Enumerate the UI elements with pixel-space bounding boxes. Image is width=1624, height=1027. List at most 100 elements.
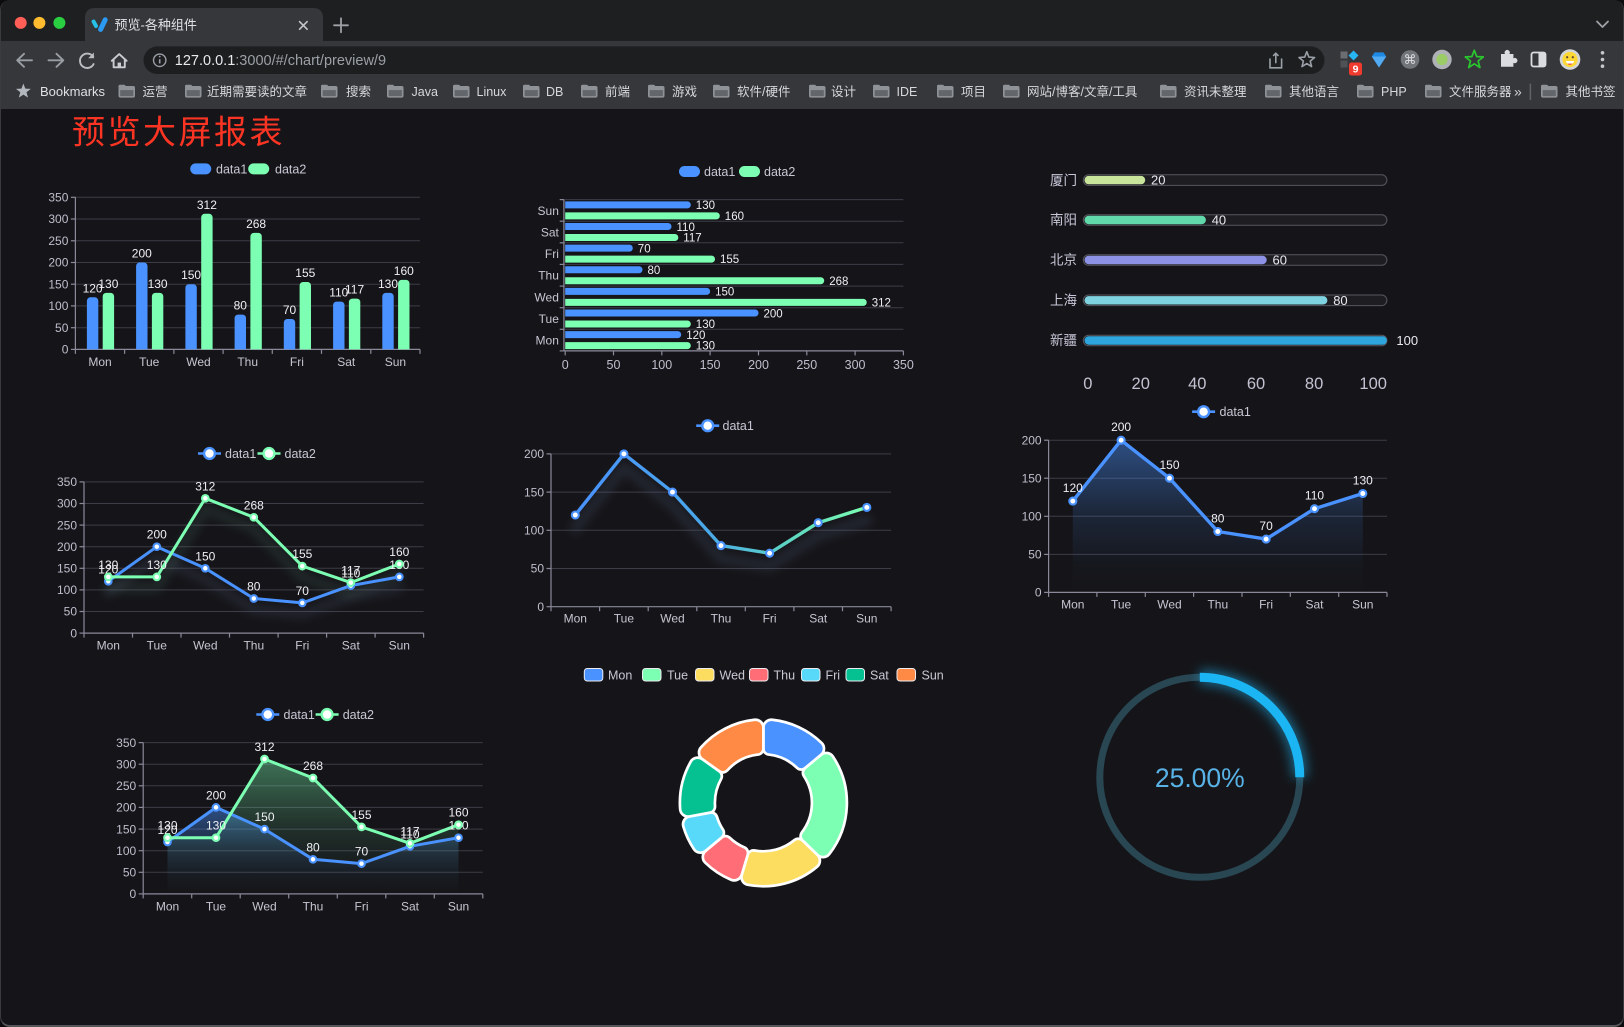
svg-text:Mon: Mon [156,900,179,914]
svg-text:Wed: Wed [720,669,746,683]
svg-text:50: 50 [531,562,545,576]
svg-text:200: 200 [57,540,77,554]
svg-text:data1: data1 [704,165,735,179]
svg-text:100: 100 [1359,375,1387,393]
svg-text:Mon: Mon [88,355,111,369]
svg-text:130: 130 [206,819,226,833]
svg-text:130: 130 [1353,474,1373,488]
svg-text:Wed: Wed [660,612,684,626]
svg-text:Tue: Tue [614,612,635,626]
svg-text:312: 312 [195,479,215,493]
svg-text:50: 50 [123,866,137,880]
svg-text:100: 100 [524,524,544,538]
svg-text:300: 300 [57,497,77,511]
svg-text:50: 50 [64,605,78,619]
svg-text:Fri: Fri [295,639,309,653]
svg-text:80: 80 [1333,293,1347,308]
svg-text:Tue: Tue [139,355,160,369]
svg-text:0: 0 [70,626,77,640]
svg-text:100: 100 [116,844,136,858]
svg-text:150: 150 [181,268,201,282]
svg-text:软件/硬件: 软件/硬件 [737,85,790,99]
svg-text:游戏: 游戏 [672,85,697,99]
svg-text:Thu: Thu [237,355,258,369]
svg-text:Wed: Wed [1157,598,1181,612]
svg-text:70: 70 [283,303,297,317]
svg-text:200: 200 [1111,420,1131,434]
svg-text:155: 155 [720,254,739,266]
svg-text:117: 117 [345,283,364,297]
svg-text:130: 130 [696,341,715,353]
svg-text:200: 200 [764,308,783,320]
svg-text:Thu: Thu [243,639,264,653]
svg-text:200: 200 [1022,433,1042,447]
svg-text:Bookmarks: Bookmarks [40,84,106,99]
svg-text:150: 150 [1159,458,1179,472]
svg-text:70: 70 [296,584,310,598]
svg-text:150: 150 [1022,471,1042,485]
svg-text:Fri: Fri [290,355,304,369]
svg-text:Thu: Thu [303,900,324,914]
svg-text:Mon: Mon [1061,598,1084,612]
svg-text:312: 312 [872,298,891,310]
svg-text:110: 110 [1305,489,1324,503]
svg-text:25.00%: 25.00% [1155,763,1245,793]
svg-text:近期需要读的文章: 近期需要读的文章 [207,84,307,99]
svg-text:150: 150 [57,562,77,576]
svg-text:预览-各种组件: 预览-各种组件 [115,18,197,33]
svg-text:data1: data1 [216,163,247,177]
svg-text:Sat: Sat [541,225,560,239]
svg-text:200: 200 [147,528,167,542]
svg-text:350: 350 [57,475,77,489]
svg-text:Sat: Sat [809,612,828,626]
svg-text:Fri: Fri [826,669,841,683]
svg-text:9: 9 [1353,64,1359,76]
svg-text:117: 117 [400,824,419,838]
svg-text:160: 160 [389,545,409,559]
svg-text:Tue: Tue [667,669,688,683]
svg-text:130: 130 [148,277,168,291]
svg-text:0: 0 [562,358,569,372]
svg-text:data1: data1 [723,419,754,433]
svg-text:110: 110 [677,222,695,234]
svg-text:Wed: Wed [534,290,558,304]
svg-text:data1: data1 [225,447,256,461]
svg-text:120: 120 [1063,481,1083,495]
svg-text:155: 155 [292,547,312,561]
svg-text:200: 200 [132,247,152,261]
svg-text:其他书签: 其他书签 [1566,84,1617,99]
svg-text:PHP: PHP [1381,85,1407,99]
svg-text:150: 150 [524,485,544,499]
svg-text:DB: DB [546,85,563,99]
svg-text:20: 20 [1151,173,1165,188]
svg-text:南阳: 南阳 [1050,213,1077,228]
svg-text:北京: 北京 [1050,253,1077,268]
svg-text:60: 60 [1247,375,1265,393]
svg-text:厦门: 厦门 [1050,173,1077,188]
svg-text:Sun: Sun [1352,598,1373,612]
svg-text:155: 155 [351,808,371,822]
svg-text:Mon: Mon [564,612,587,626]
svg-text:Fri: Fri [1259,598,1273,612]
svg-text:IDE: IDE [897,85,918,99]
svg-text:Sun: Sun [389,639,410,653]
svg-text:312: 312 [197,198,217,212]
svg-text:250: 250 [796,358,817,372]
svg-text:80: 80 [234,299,248,313]
svg-text:160: 160 [448,806,468,820]
svg-text:150: 150 [116,822,136,836]
svg-text:150: 150 [254,810,274,824]
svg-text:70: 70 [355,845,369,859]
svg-text:Tue: Tue [1111,598,1132,612]
svg-text:70: 70 [1259,519,1273,533]
svg-text:预览大屏报表: 预览大屏报表 [72,114,285,151]
svg-text:0: 0 [130,887,137,901]
svg-text:150: 150 [700,358,721,372]
svg-text:Wed: Wed [186,355,210,369]
svg-text:Sat: Sat [870,669,889,683]
svg-text:117: 117 [683,233,701,245]
svg-text:0: 0 [1035,586,1042,600]
svg-text:Sun: Sun [385,355,406,369]
svg-text:Linux: Linux [477,85,508,99]
svg-text:前端: 前端 [605,84,630,99]
